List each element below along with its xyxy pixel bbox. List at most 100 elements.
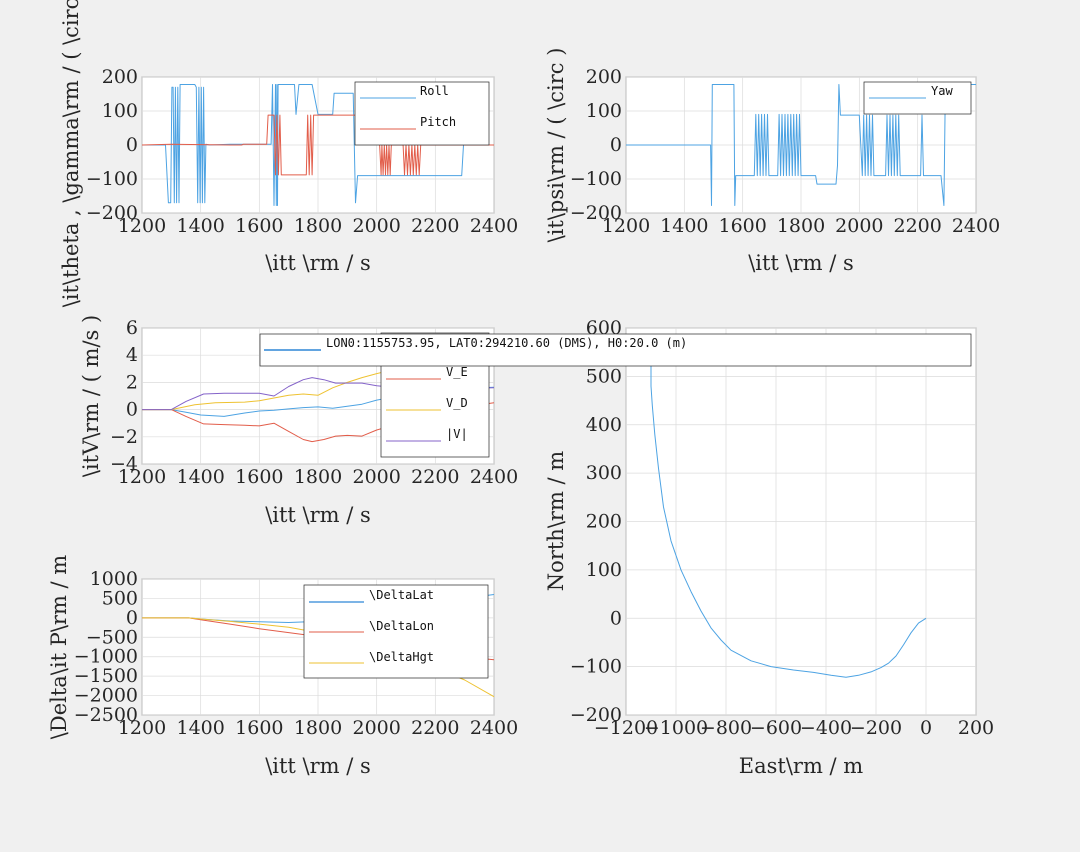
legend-position-error[interactable]: \DeltaLat \DeltaLon \DeltaHgt (303, 584, 489, 679)
x-tick-label: 1800 (777, 215, 825, 237)
x-tick-label: −600 (750, 717, 802, 739)
x-tick-label: −800 (700, 717, 752, 739)
y-tick-label: −200 (86, 202, 138, 224)
y-tick-label: 1000 (90, 568, 138, 590)
tick-labels-position-error: 1200 1400 1600 1800 2000 2200 2400−2500−2000−1… (74, 568, 518, 739)
panel-position-error: 1200 1400 1600 1800 2000 2200 2400−2500−2000−1… (47, 555, 518, 778)
y-tick-label: 200 (102, 66, 138, 88)
y-tick-label: 0 (610, 134, 622, 156)
x-tick-label: 2200 (893, 215, 941, 237)
y-tick-label: −2000 (74, 685, 138, 707)
series-line-trajectory-lon0-1155753-95-lat0-294 (650, 342, 927, 678)
legend-label-vd: V_D (446, 396, 468, 410)
y-tick-label: 500 (102, 587, 138, 609)
y-tick-label: 0 (126, 607, 138, 629)
x-tick-label: 1400 (176, 717, 224, 739)
legend-label-ve: V_E (446, 365, 468, 379)
legend-label-pitch: Pitch (420, 115, 456, 129)
x-tick-label: 200 (958, 717, 994, 739)
y-tick-label: −200 (570, 202, 622, 224)
tick-labels-yaw: 1200 1400 1600 1800 2000 2200 2400 −200 −100 0 100… (570, 66, 1000, 237)
x-tick-label: 1800 (294, 717, 342, 739)
y-tick-label: 100 (586, 100, 622, 122)
x-tick-label: 2000 (352, 717, 400, 739)
x-tick-label: 2200 (411, 466, 459, 488)
y-tick-label: 0 (126, 399, 138, 421)
x-tick-label: 1400 (176, 215, 224, 237)
x-tick-label: 1600 (235, 717, 283, 739)
y-axis-label-yaw: \it\psi\rm / ( \circ ) (544, 48, 568, 243)
x-axis-label-velocity: \itt \rm / s (265, 503, 371, 527)
x-tick-label: 2200 (411, 717, 459, 739)
legend-label-vmag: |V| (446, 427, 468, 441)
gridlines-trajectory (625, 327, 977, 716)
x-axis-label-attitude: \itt \rm / s (265, 251, 371, 275)
x-tick-label: 2000 (352, 466, 400, 488)
y-tick-label: −4 (110, 453, 138, 475)
x-tick-label: 2400 (470, 466, 518, 488)
x-tick-label: 1600 (235, 215, 283, 237)
x-axis-label-position-error: \itt \rm / s (265, 754, 371, 778)
y-tick-label: −2500 (74, 704, 138, 726)
y-axis-label-velocity: \itV\rm / ( m/s ) (79, 315, 103, 477)
x-tick-label: 2000 (352, 215, 400, 237)
x-tick-label: 1200 (602, 215, 650, 237)
legend-label-dlon: \DeltaLon (369, 619, 434, 633)
x-tick-label: −1200 (594, 717, 658, 739)
y-tick-label: 100 (102, 100, 138, 122)
legend-yaw[interactable]: Yaw (863, 81, 972, 115)
x-tick-label: 1400 (176, 466, 224, 488)
y-tick-label: 0 (126, 134, 138, 156)
x-tick-label: 1800 (294, 215, 342, 237)
x-tick-label: 1200 (118, 215, 166, 237)
y-tick-label: 600 (586, 317, 622, 339)
y-axis-label-position-error: \Delta\it P\rm / m (47, 555, 71, 740)
legend-trajectory[interactable]: LON0:1155753.95, LAT0:294210.60 (DMS), H… (259, 333, 972, 367)
y-tick-label: −200 (570, 704, 622, 726)
y-tick-label: 400 (586, 414, 622, 436)
legend-label-dlat: \DeltaLat (369, 588, 434, 602)
x-tick-label: 1600 (235, 466, 283, 488)
legend-label-trajectory: LON0:1155753.95, LAT0:294210.60 (DMS), H… (326, 336, 687, 350)
legend-label-roll: Roll (420, 84, 449, 98)
x-tick-label: 2400 (952, 215, 1000, 237)
panel-trajectory: −1200−1000−800−600−400−200 0 200−200−10001… (544, 317, 994, 778)
x-tick-label: 1800 (294, 466, 342, 488)
x-tick-label: −400 (800, 717, 852, 739)
y-tick-label: 4 (126, 344, 138, 366)
x-tick-label: 2200 (411, 215, 459, 237)
x-tick-label: 0 (920, 717, 932, 739)
x-tick-label: 2000 (835, 215, 883, 237)
x-tick-label: 1600 (718, 215, 766, 237)
y-tick-label: −100 (86, 168, 138, 190)
series-line-yaw-yaw (626, 84, 976, 206)
tick-labels-attitude: 1200 1400 1600 1800 2000 2200 2400 −200 −100 0 100… (86, 66, 518, 237)
series-group-trajectory (650, 342, 927, 678)
y-tick-label: 200 (586, 66, 622, 88)
y-axis-label-trajectory: North\rm / m (544, 451, 568, 591)
y-tick-label: 2 (126, 371, 138, 393)
x-tick-label: 2400 (470, 215, 518, 237)
x-tick-label: −1000 (644, 717, 708, 739)
tick-labels-velocity: 1200 1400 1600 1800 2000 2200 2400 −4 −2 0 2 4 6 (110, 317, 518, 488)
tick-labels-trajectory: −1200−1000−800−600−400−200 0 200−200−10001… (570, 317, 994, 739)
panel-attitude: 1200 1400 1600 1800 2000 2200 2400 −200 −100 0 100… (59, 0, 518, 307)
y-tick-label: 200 (586, 511, 622, 533)
y-axis-label-attitude: \it\theta , \gamma\rm / ( \circ ) (59, 0, 83, 307)
panel-yaw: 1200 1400 1600 1800 2000 2200 2400 −200 −100 0 100… (544, 48, 1000, 275)
y-tick-label: −1000 (74, 646, 138, 668)
y-tick-label: −500 (86, 626, 138, 648)
y-tick-label: −2 (110, 426, 138, 448)
legend-box-trajectory (259, 333, 972, 367)
legend-label-dhgt: \DeltaHgt (369, 650, 434, 664)
series-group-yaw (626, 84, 976, 206)
legend-label-yaw: Yaw (931, 84, 953, 98)
x-tick-label: 2400 (470, 717, 518, 739)
x-tick-label: 1200 (118, 466, 166, 488)
x-tick-label: −200 (850, 717, 902, 739)
y-tick-label: −100 (570, 656, 622, 678)
legend-attitude[interactable]: Roll Pitch (354, 81, 490, 146)
y-tick-label: 300 (586, 462, 622, 484)
y-tick-label: 100 (586, 559, 622, 581)
